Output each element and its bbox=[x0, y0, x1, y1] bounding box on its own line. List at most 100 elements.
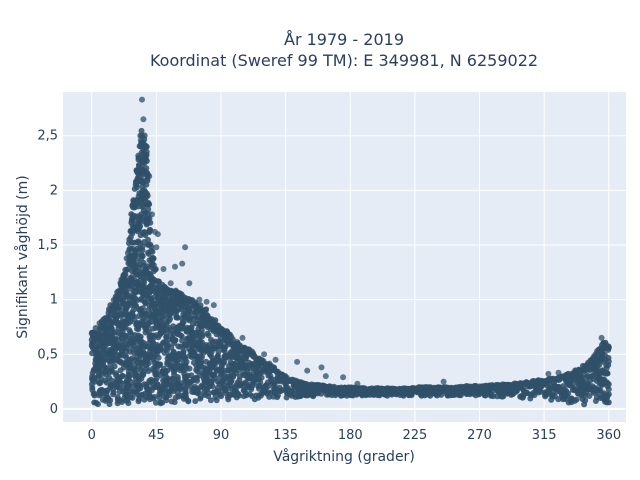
data-point bbox=[107, 397, 114, 404]
x-tick-label: 90 bbox=[213, 428, 230, 443]
data-point bbox=[185, 397, 192, 404]
data-point bbox=[294, 358, 301, 365]
data-point bbox=[143, 151, 150, 158]
data-point bbox=[139, 253, 146, 260]
data-point bbox=[166, 392, 173, 399]
data-point bbox=[206, 390, 212, 396]
data-point bbox=[537, 388, 544, 395]
x-tick-label: 135 bbox=[273, 428, 298, 443]
data-point bbox=[144, 177, 151, 184]
data-point bbox=[91, 392, 98, 399]
data-point bbox=[137, 333, 144, 340]
data-point bbox=[108, 367, 115, 374]
data-point bbox=[205, 332, 212, 339]
x-tick-label: 180 bbox=[338, 428, 363, 443]
x-tick-label: 225 bbox=[402, 428, 427, 443]
data-point bbox=[180, 319, 187, 326]
data-point bbox=[248, 386, 255, 393]
chart-title-line-2: Koordinat (Sweref 99 TM): E 349981, N 62… bbox=[150, 51, 538, 70]
data-point bbox=[239, 334, 246, 341]
data-point bbox=[180, 348, 187, 355]
data-point bbox=[225, 332, 232, 339]
data-point bbox=[605, 399, 612, 406]
data-point bbox=[208, 365, 214, 372]
data-point bbox=[152, 266, 159, 273]
data-point bbox=[304, 367, 311, 374]
data-point bbox=[178, 333, 185, 340]
data-point bbox=[146, 226, 153, 233]
data-point bbox=[194, 377, 201, 384]
data-point bbox=[354, 380, 361, 387]
data-point bbox=[186, 365, 193, 372]
data-point bbox=[582, 397, 589, 404]
data-point bbox=[164, 375, 171, 382]
y-tick-label: 0,5 bbox=[37, 347, 58, 362]
data-point bbox=[192, 398, 199, 405]
data-point bbox=[218, 326, 224, 333]
data-point bbox=[182, 392, 189, 399]
data-point bbox=[605, 381, 612, 388]
data-point bbox=[110, 391, 117, 398]
data-point bbox=[172, 263, 178, 270]
data-point bbox=[153, 399, 159, 406]
data-point bbox=[266, 393, 273, 400]
data-point bbox=[565, 390, 572, 397]
data-point bbox=[440, 378, 447, 385]
data-point bbox=[126, 372, 133, 379]
data-point bbox=[196, 296, 203, 303]
data-point bbox=[164, 347, 170, 354]
data-point bbox=[171, 368, 177, 375]
data-point bbox=[134, 184, 140, 191]
data-point bbox=[545, 370, 552, 377]
data-point bbox=[144, 192, 151, 199]
data-point bbox=[195, 389, 202, 396]
data-point bbox=[167, 280, 174, 287]
data-point bbox=[145, 201, 152, 208]
data-point bbox=[138, 127, 145, 134]
data-point bbox=[174, 374, 181, 381]
data-point bbox=[340, 374, 347, 381]
y-tick-label: 0 bbox=[50, 402, 58, 417]
data-point bbox=[141, 132, 148, 139]
y-tick-label: 1,5 bbox=[37, 238, 58, 253]
data-point bbox=[153, 244, 160, 251]
x-tick-labels: 0 45 90 135 180 225 270 315 360 bbox=[88, 428, 622, 443]
data-point bbox=[140, 116, 147, 123]
data-point bbox=[91, 375, 98, 382]
data-point bbox=[573, 396, 580, 403]
data-point bbox=[605, 386, 612, 393]
data-point bbox=[207, 397, 214, 404]
data-point bbox=[221, 359, 228, 366]
data-point bbox=[213, 397, 220, 404]
data-point bbox=[145, 236, 151, 243]
data-point bbox=[179, 260, 186, 267]
data-point bbox=[186, 280, 193, 287]
data-point bbox=[182, 244, 189, 251]
data-point bbox=[149, 211, 155, 218]
data-point bbox=[111, 363, 118, 370]
x-axis-title: Vågriktning (grader) bbox=[273, 448, 415, 465]
data-point bbox=[598, 334, 605, 341]
data-point bbox=[169, 375, 176, 382]
data-point bbox=[151, 394, 158, 400]
grid bbox=[63, 92, 626, 422]
data-point bbox=[145, 206, 152, 213]
data-points bbox=[88, 96, 612, 408]
data-point bbox=[258, 374, 265, 381]
data-point bbox=[146, 173, 153, 180]
data-point bbox=[122, 332, 129, 339]
data-point bbox=[99, 387, 106, 394]
data-point bbox=[605, 344, 612, 351]
data-point bbox=[119, 373, 126, 379]
data-point bbox=[170, 348, 177, 355]
data-point bbox=[139, 305, 146, 312]
x-tick-label: 315 bbox=[532, 428, 557, 443]
data-point bbox=[137, 223, 144, 229]
data-point bbox=[605, 354, 612, 361]
y-tick-label: 1 bbox=[50, 293, 58, 308]
y-tick-label: 2 bbox=[50, 183, 58, 198]
data-point bbox=[267, 373, 274, 380]
data-point bbox=[139, 96, 145, 103]
data-point bbox=[150, 255, 157, 262]
data-point bbox=[272, 356, 279, 363]
